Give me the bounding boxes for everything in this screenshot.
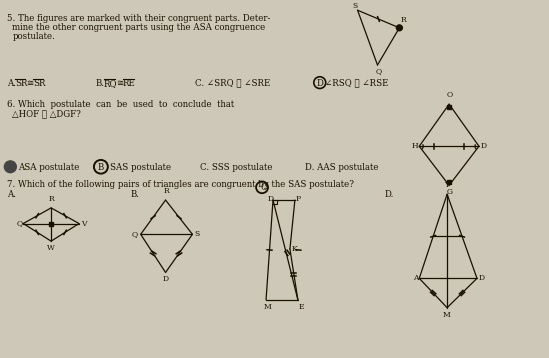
- Text: SR: SR: [15, 79, 28, 88]
- Text: 5. The figures are marked with their congruent parts. Deter-: 5. The figures are marked with their con…: [7, 14, 271, 23]
- Text: A.: A.: [7, 79, 16, 88]
- Text: K: K: [292, 245, 298, 253]
- Text: RQ: RQ: [104, 79, 117, 88]
- Text: W: W: [47, 244, 55, 252]
- Text: B.: B.: [131, 190, 140, 199]
- Text: SAS postulate: SAS postulate: [110, 163, 171, 172]
- Text: 7. Which of the following pairs of triangles are congruent by the SAS postulate?: 7. Which of the following pairs of trian…: [7, 179, 354, 189]
- Text: R: R: [400, 16, 406, 24]
- Text: R: R: [48, 195, 54, 203]
- Text: B: B: [98, 163, 104, 172]
- Text: C: C: [260, 183, 267, 192]
- Text: S: S: [194, 230, 200, 238]
- Text: H: H: [411, 142, 418, 150]
- Text: D: D: [479, 274, 485, 282]
- Text: A: A: [413, 274, 419, 282]
- Circle shape: [396, 25, 402, 31]
- Text: B.: B.: [96, 79, 105, 88]
- Text: ASA postulate: ASA postulate: [18, 163, 80, 172]
- Text: P: P: [296, 195, 301, 203]
- Text: ≅: ≅: [26, 79, 33, 88]
- Circle shape: [4, 161, 16, 173]
- Text: D: D: [268, 195, 274, 203]
- Text: E: E: [299, 303, 304, 311]
- Text: M: M: [264, 303, 272, 311]
- Text: C. ∠SRQ ≅ ∠SRE: C. ∠SRQ ≅ ∠SRE: [195, 79, 271, 88]
- Text: V: V: [81, 219, 87, 228]
- Text: D.: D.: [384, 190, 394, 199]
- Text: D: D: [481, 142, 487, 150]
- Text: C. SSS postulate: C. SSS postulate: [200, 163, 273, 172]
- Text: D: D: [317, 79, 324, 88]
- Text: Q: Q: [16, 219, 23, 228]
- Text: ∠RSQ ≅ ∠RSE: ∠RSQ ≅ ∠RSE: [325, 79, 388, 88]
- Text: G: G: [446, 188, 452, 196]
- Text: A.: A.: [7, 190, 16, 199]
- Text: △HOF ≅ △DGF?: △HOF ≅ △DGF?: [12, 109, 81, 118]
- Text: ≅: ≅: [116, 79, 123, 88]
- Text: S: S: [352, 2, 358, 10]
- Text: SR: SR: [33, 79, 46, 88]
- Text: Q: Q: [132, 230, 138, 238]
- Text: O: O: [446, 91, 452, 99]
- Text: postulate.: postulate.: [12, 32, 55, 41]
- Text: Y: Y: [444, 181, 449, 189]
- Text: Q: Q: [376, 67, 382, 75]
- Text: R: R: [164, 187, 169, 195]
- Text: RE: RE: [123, 79, 136, 88]
- Text: D: D: [163, 275, 169, 284]
- Text: D. AAS postulate: D. AAS postulate: [305, 163, 378, 172]
- Text: M: M: [442, 311, 450, 319]
- Text: 6. Which  postulate  can  be  used  to  conclude  that: 6. Which postulate can be used to conclu…: [7, 100, 234, 109]
- Text: mine the other congruent parts using the ASA congruence: mine the other congruent parts using the…: [12, 23, 266, 32]
